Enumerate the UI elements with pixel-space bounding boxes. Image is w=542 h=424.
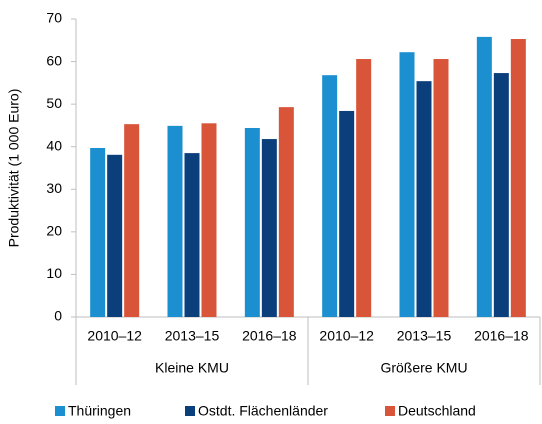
legend-swatch — [185, 406, 195, 416]
legend-swatch — [55, 406, 65, 416]
legend-label: Deutschland — [398, 403, 476, 419]
x-tick-label: 2013–15 — [165, 328, 220, 344]
bar — [261, 139, 277, 317]
y-tick-label: 40 — [46, 137, 62, 153]
bar — [167, 125, 183, 318]
bar — [244, 127, 260, 318]
bar — [399, 52, 415, 317]
legend-label: Thüringen — [68, 403, 131, 419]
group-label: Größere KMU — [380, 360, 467, 376]
bar — [124, 124, 140, 317]
y-tick-label: 60 — [46, 52, 62, 68]
bar — [476, 36, 492, 317]
bar — [278, 107, 294, 317]
y-tick-label: 50 — [46, 95, 62, 111]
x-tick-label: 2016–18 — [242, 328, 297, 344]
bar — [433, 59, 449, 317]
y-tick-label: 70 — [46, 10, 62, 26]
bar — [107, 154, 123, 317]
bar — [339, 110, 355, 317]
y-tick-label: 10 — [46, 265, 62, 281]
y-tick-label: 20 — [46, 223, 62, 239]
x-tick-label: 2010–12 — [319, 328, 374, 344]
y-tick-label: 0 — [54, 308, 62, 324]
bar — [510, 39, 526, 317]
y-tick-label: 30 — [46, 180, 62, 196]
bar — [184, 153, 200, 317]
x-tick-label: 2016–18 — [474, 328, 529, 344]
bar — [201, 123, 217, 317]
group-label: Kleine KMU — [155, 360, 229, 376]
y-axis-label: Produktivität (1 000 Euro) — [6, 89, 22, 248]
bar — [322, 75, 338, 318]
bar — [90, 147, 106, 317]
bar — [416, 81, 432, 317]
legend-label: Ostdt. Flächenländer — [198, 403, 328, 419]
x-tick-label: 2013–15 — [397, 328, 452, 344]
bar — [356, 59, 372, 317]
x-tick-label: 2010–12 — [87, 328, 142, 344]
legend-swatch — [385, 406, 395, 416]
bar — [493, 73, 509, 318]
